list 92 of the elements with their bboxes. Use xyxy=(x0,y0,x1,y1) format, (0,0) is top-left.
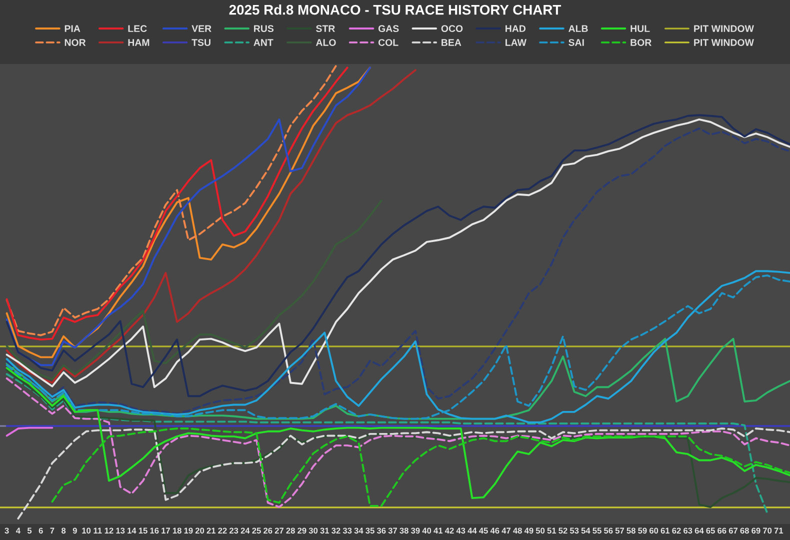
x-tick-label: 18 xyxy=(172,528,182,534)
x-tick-label: 44 xyxy=(468,528,477,534)
x-tick-label: 8 xyxy=(62,528,66,534)
x-tick-label: 25 xyxy=(252,528,261,534)
x-tick-label: 33 xyxy=(342,528,352,534)
x-tick-label: 26 xyxy=(264,528,272,534)
x-tick-label: 64 xyxy=(694,528,704,534)
x-tick-label: 41 xyxy=(434,528,443,534)
legend-label: VER xyxy=(192,25,212,32)
x-tick-label: 54 xyxy=(581,528,590,534)
x-tick-label: 63 xyxy=(684,528,692,534)
chart-title: 2025 Rd.8 MONACO - TSU RACE HISTORY CHART xyxy=(229,4,562,15)
legend-label: HAM xyxy=(128,39,150,46)
x-tick-label: 27 xyxy=(274,528,284,534)
x-tick-label: 55 xyxy=(592,528,602,534)
x-tick-label: 65 xyxy=(706,528,715,534)
x-tick-label: 47 xyxy=(502,528,511,534)
x-tick-label: 56 xyxy=(604,528,613,534)
x-tick-label: 61 xyxy=(660,528,670,534)
x-tick-label: 71 xyxy=(774,528,784,534)
legend-label: SAI xyxy=(568,39,584,46)
x-tick-label: 39 xyxy=(410,528,420,534)
x-tick-label: 60 xyxy=(649,528,658,534)
legend-label: BEA xyxy=(442,39,462,46)
x-tick-label: 29 xyxy=(298,528,306,534)
x-tick-label: 9 xyxy=(72,528,77,534)
x-tick-label: 35 xyxy=(366,528,374,534)
x-tick-label: 37 xyxy=(388,528,397,534)
x-tick-label: 19 xyxy=(184,528,193,534)
legend-label: HAD xyxy=(506,25,526,32)
x-tick-label: 4 xyxy=(16,528,20,534)
legend-label: NOR xyxy=(64,39,86,46)
x-tick-label: 3 xyxy=(4,528,9,534)
x-tick-label: 28 xyxy=(286,528,295,534)
x-tick-label: 62 xyxy=(672,528,681,534)
x-tick-label: 69 xyxy=(752,528,760,534)
x-tick-label: 23 xyxy=(229,528,238,534)
x-tick-label: 50 xyxy=(536,528,545,534)
legend-label: HUL xyxy=(630,25,650,32)
x-tick-label: 70 xyxy=(763,528,772,534)
x-tick-label: 11 xyxy=(94,528,102,534)
legend-label: ALB xyxy=(568,25,588,32)
x-tick-label: 48 xyxy=(513,528,522,534)
x-tick-label: 20 xyxy=(195,528,204,534)
x-tick-label: 67 xyxy=(728,528,738,534)
x-tick-label: 5 xyxy=(27,528,32,534)
x-tick-label: 24 xyxy=(240,528,250,534)
x-tick-label: 22 xyxy=(218,528,227,534)
x-tick-label: 52 xyxy=(558,528,568,534)
x-tick-label: 68 xyxy=(740,528,749,534)
legend-label: STR xyxy=(316,25,335,32)
legend-label: PIT WINDOW xyxy=(694,25,754,32)
x-tick-label: 21 xyxy=(206,528,216,534)
x-tick-label: 13 xyxy=(116,528,125,534)
x-tick-label: 66 xyxy=(718,528,726,534)
legend-label: RUS xyxy=(254,25,274,32)
x-tick-label: 38 xyxy=(400,528,408,534)
x-tick-label: 30 xyxy=(308,528,318,534)
legend-label: LEC xyxy=(128,25,147,32)
x-tick-label: 36 xyxy=(376,528,386,534)
x-tick-label: 59 xyxy=(638,528,647,534)
legend-label: TSU xyxy=(192,39,210,46)
x-tick-label: 57 xyxy=(615,528,624,534)
x-tick-label: 17 xyxy=(162,528,170,534)
x-tick-label: 53 xyxy=(570,528,579,534)
legend-label: BOR xyxy=(630,39,652,46)
legend-label: COL xyxy=(378,39,398,46)
x-tick-label: 15 xyxy=(138,528,148,534)
legend-label: PIT WINDOW xyxy=(694,39,754,46)
x-tick-label: 51 xyxy=(547,528,556,534)
x-tick-label: 43 xyxy=(456,528,466,534)
x-tick-label: 32 xyxy=(332,528,340,534)
x-tick-label: 31 xyxy=(320,528,330,534)
x-tick-label: 40 xyxy=(422,528,432,534)
x-tick-label: 42 xyxy=(444,528,454,534)
legend-label: LAW xyxy=(506,39,526,46)
legend-label: ALO xyxy=(316,39,336,46)
x-tick-label: 45 xyxy=(479,528,488,534)
x-tick-label: 46 xyxy=(490,528,500,534)
legend-label: PIA xyxy=(64,25,80,32)
x-tick-label: 10 xyxy=(82,528,91,534)
x-tick-label: 49 xyxy=(524,528,534,534)
x-tick-label: 14 xyxy=(128,528,136,534)
x-tick-label: 12 xyxy=(104,528,114,534)
x-tick-label: 6 xyxy=(38,528,43,534)
legend-label: GAS xyxy=(378,25,399,32)
x-tick-label: 7 xyxy=(50,528,54,534)
x-tick-label: 34 xyxy=(354,528,364,534)
legend-label: OCO xyxy=(441,25,463,32)
x-tick-label: 16 xyxy=(150,528,159,534)
x-tick-label: 58 xyxy=(626,528,636,534)
legend-label: ANT xyxy=(254,39,274,46)
